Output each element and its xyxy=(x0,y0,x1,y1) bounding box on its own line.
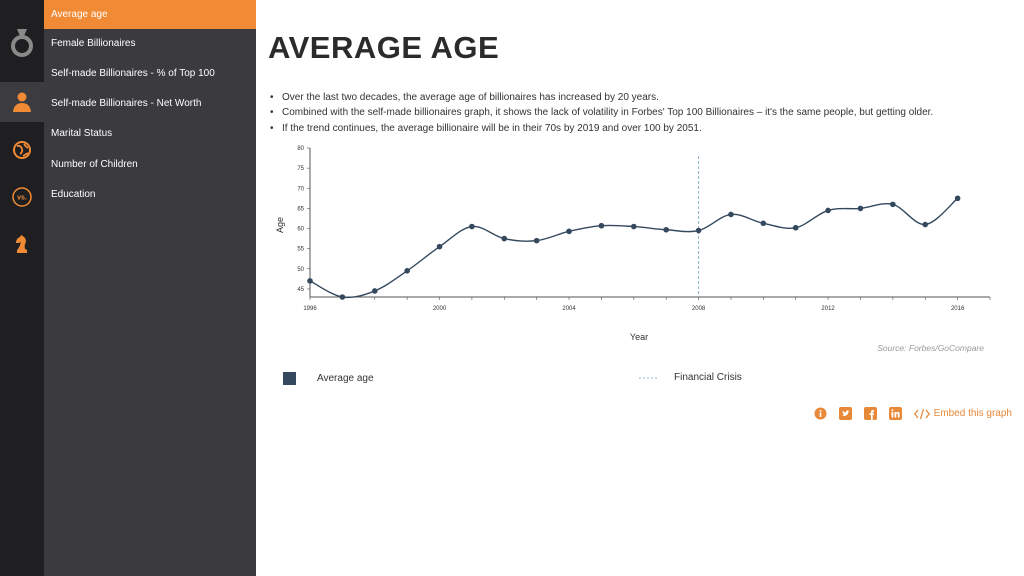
chess-knight-icon xyxy=(16,235,27,253)
data-point[interactable] xyxy=(663,226,669,233)
data-point[interactable] xyxy=(307,278,313,284)
icon-sidebar: vs. xyxy=(0,0,44,576)
info-icon[interactable] xyxy=(814,407,827,420)
menu-item-marital-status[interactable]: Marital Status xyxy=(44,119,256,148)
page-title: AVERAGE AGE xyxy=(268,30,500,65)
data-point[interactable] xyxy=(469,223,475,230)
data-point[interactable] xyxy=(566,228,572,235)
data-point[interactable] xyxy=(792,224,799,231)
x-tick-label: 2012 xyxy=(821,306,835,312)
y-tick-label: 55 xyxy=(297,247,304,253)
data-point[interactable] xyxy=(501,235,508,242)
y-tick-label: 60 xyxy=(297,227,304,233)
code-embed-icon[interactable] xyxy=(913,407,930,420)
person-icon xyxy=(13,92,31,112)
y-tick-label: 80 xyxy=(297,146,304,152)
x-tick-label: 2000 xyxy=(433,306,447,312)
globe-icon xyxy=(13,141,31,159)
share-bar: Embed this graph xyxy=(814,407,1012,420)
data-point[interactable] xyxy=(825,207,831,214)
x-tick-label: 2016 xyxy=(951,306,965,312)
bullet-item: Over the last two decades, the average a… xyxy=(270,90,1010,106)
legend-series-label: Average age xyxy=(317,373,374,384)
data-point[interactable] xyxy=(890,201,896,208)
menu-item-label: Female Billionaires xyxy=(51,38,136,49)
ring-icon xyxy=(11,29,33,57)
x-tick-label: 2008 xyxy=(692,306,706,312)
vs-icon-button[interactable]: vs. xyxy=(0,177,44,217)
legend-series: Average age xyxy=(283,372,374,385)
menu-item-average-age[interactable]: Average age xyxy=(44,0,256,29)
x-axis-label: Year xyxy=(630,332,648,342)
data-point[interactable] xyxy=(760,220,767,227)
source-note: Source: Forbes/GoCompare xyxy=(877,343,984,353)
person-icon-button[interactable] xyxy=(0,82,44,122)
menu-item-education[interactable]: Education xyxy=(44,180,256,209)
dashed-line-swatch xyxy=(639,377,659,378)
data-point[interactable] xyxy=(922,221,929,228)
summary-bullets: Over the last two decades, the average a… xyxy=(270,90,1010,136)
x-tick-label: 2004 xyxy=(562,306,576,312)
vs-icon-label: vs. xyxy=(17,195,27,202)
menu-item-label: Education xyxy=(51,189,96,200)
legend-marker-label: Financial Crisis xyxy=(674,372,742,383)
facebook-icon[interactable] xyxy=(863,407,877,420)
bullet-item: If the trend continues, the average bill… xyxy=(270,121,1010,137)
data-point[interactable] xyxy=(533,237,540,244)
embed-graph-link[interactable]: Embed this graph xyxy=(933,408,1012,419)
data-point[interactable] xyxy=(631,223,637,230)
globe-icon-button[interactable] xyxy=(0,130,44,170)
main-content: AVERAGE AGE Over the last two decades, t… xyxy=(256,0,1024,576)
data-point[interactable] xyxy=(436,243,443,250)
menu-item-label: Number of Children xyxy=(51,159,138,170)
menu-item-number-of-children[interactable]: Number of Children xyxy=(44,150,256,179)
legend-swatch xyxy=(283,372,296,385)
menu-item-female-billionaires[interactable]: Female Billionaires xyxy=(44,29,256,58)
data-point[interactable] xyxy=(728,211,734,218)
y-tick-label: 70 xyxy=(297,186,304,192)
y-tick-label: 75 xyxy=(297,166,304,172)
navigation-menu: Average age Female Billionaires Self-mad… xyxy=(44,0,256,576)
menu-item-self-made-net-worth[interactable]: Self-made Billionaires - Net Worth xyxy=(44,89,256,118)
y-tick-label: 45 xyxy=(297,287,304,293)
chess-knight-icon-button[interactable] xyxy=(0,224,44,264)
legend-marker: Financial Crisis xyxy=(639,372,742,383)
bullet-item: Combined with the self-made billionaires… xyxy=(270,105,1010,121)
data-point[interactable] xyxy=(857,205,864,212)
y-tick-label: 65 xyxy=(297,206,304,212)
average-age-line-chart: 1996 2000 2004 2008 2012 2016 45 50 55 60 65 70 75 80… xyxy=(275,146,991,342)
data-point[interactable] xyxy=(339,294,346,300)
menu-item-label: Self-made Billionaires - Net Worth xyxy=(51,98,202,109)
data-point[interactable] xyxy=(954,195,961,202)
menu-item-label: Marital Status xyxy=(51,128,113,139)
y-axis-label: Age xyxy=(275,217,285,233)
linkedin-icon[interactable] xyxy=(888,407,902,420)
ring-icon-button[interactable] xyxy=(0,22,44,62)
menu-item-label: Self-made Billionaires - % of Top 100 xyxy=(51,68,215,79)
vs-icon: vs. xyxy=(12,187,32,207)
menu-item-self-made-percent[interactable]: Self-made Billionaires - % of Top 100 xyxy=(44,59,256,88)
average-age-series-line xyxy=(309,197,959,299)
menu-item-label: Average age xyxy=(51,9,108,20)
data-point[interactable] xyxy=(404,268,410,274)
y-tick-label: 50 xyxy=(297,267,304,273)
x-tick-label: 1996 xyxy=(303,306,317,312)
data-point[interactable] xyxy=(598,222,605,229)
data-point[interactable] xyxy=(695,227,702,234)
twitter-icon[interactable] xyxy=(838,407,852,420)
data-point[interactable] xyxy=(371,288,378,294)
